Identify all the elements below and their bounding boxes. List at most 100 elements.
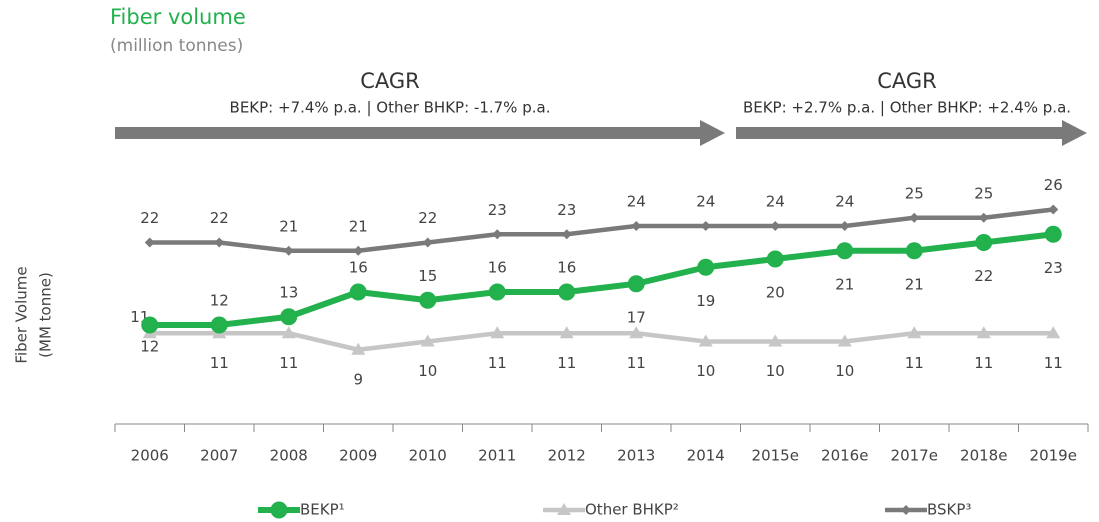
marker [975, 234, 993, 251]
marker [419, 291, 437, 309]
marker [768, 334, 783, 347]
marker [698, 334, 713, 347]
data-label: 21 [835, 275, 854, 293]
marker [700, 221, 711, 231]
cagr-title: CAGR [877, 69, 937, 93]
data-label: 11 [557, 354, 576, 372]
data-label: 17 [627, 308, 646, 326]
marker [770, 221, 781, 231]
data-label: 24 [696, 193, 715, 211]
x-tick-label: 2014 [687, 447, 725, 465]
marker [837, 334, 852, 347]
data-label: 15 [418, 267, 437, 285]
marker [1048, 204, 1059, 215]
data-label: 19 [696, 292, 715, 310]
data-label: 10 [835, 362, 854, 380]
marker [214, 237, 225, 248]
marker [353, 245, 364, 256]
marker [420, 334, 435, 347]
data-label: 20 [766, 284, 785, 302]
data-label: 11 [488, 354, 507, 372]
x-tick-label: 2019e [1030, 447, 1077, 465]
data-label: 22 [974, 267, 993, 285]
x-tick-label: 2013 [617, 447, 655, 465]
data-label: 22 [210, 209, 229, 227]
marker [766, 250, 784, 268]
cagr-text: BEKP: +7.4% p.a. | Other BHKP: -1.7% p.a… [230, 99, 551, 117]
data-label: 12 [210, 292, 229, 310]
cagr-text: BEKP: +2.7% p.a. | Other BHKP: +2.4% p.a… [743, 99, 1071, 117]
x-tick-label: 2007 [200, 447, 238, 465]
data-label: 13 [279, 283, 298, 301]
marker [281, 326, 296, 339]
data-label: 11 [627, 354, 646, 372]
data-label: 10 [766, 362, 785, 380]
legend-label: Other BHKP² [585, 501, 679, 519]
marker [1044, 225, 1062, 243]
x-tick-label: 2008 [270, 447, 308, 465]
marker [697, 258, 715, 276]
marker [283, 245, 294, 256]
y-axis-label: Fiber Volume (MM tonne) [13, 266, 55, 363]
data-label: 11 [1044, 354, 1063, 372]
marker [492, 229, 503, 240]
x-tick-label: 2018e [960, 447, 1007, 465]
y-axis-label-line: Fiber Volume [13, 266, 31, 363]
x-tick-label: 2010 [409, 447, 447, 465]
x-tick-label: 2012 [548, 447, 586, 465]
data-label: 21 [905, 275, 924, 293]
cagr-title: CAGR [360, 69, 420, 93]
marker [561, 229, 572, 240]
legend-label: BSKP³ [927, 501, 971, 519]
marker [488, 283, 506, 301]
data-label: 24 [766, 193, 785, 211]
x-tick-label: 2017e [891, 447, 938, 465]
data-label: 10 [418, 362, 437, 380]
marker [978, 212, 989, 223]
marker [907, 326, 922, 339]
data-label: 23 [488, 201, 507, 219]
x-tick-label: 2011 [478, 447, 516, 465]
data-label: 11 [279, 354, 298, 372]
x-tick-label: 2006 [131, 447, 169, 465]
marker [558, 283, 576, 301]
marker [627, 275, 645, 293]
x-tick-label: 2016e [821, 447, 868, 465]
data-label: 11 [974, 354, 993, 372]
data-label: 11 [905, 354, 924, 372]
marker [210, 316, 228, 334]
legend-label: BEKP¹ [300, 501, 345, 519]
data-label: 25 [905, 184, 924, 202]
y-axis-label-line: (MM tonne) [37, 272, 55, 358]
marker [351, 342, 366, 355]
data-label: 11 [210, 354, 229, 372]
data-label: 21 [279, 217, 298, 235]
marker [976, 326, 991, 339]
data-label: 16 [349, 259, 368, 277]
marker [631, 221, 642, 231]
chart-subtitle: (million tonnes) [110, 36, 243, 56]
series-line [149, 231, 1054, 328]
data-label: 22 [418, 209, 437, 227]
series-line [149, 331, 1054, 352]
data-label: 25 [974, 184, 993, 202]
data-label: 26 [1044, 176, 1063, 194]
data-label: 23 [1044, 259, 1063, 277]
x-tick-label: 2015e [752, 447, 799, 465]
marker [836, 242, 854, 260]
marker [422, 237, 433, 248]
data-label: 10 [696, 362, 715, 380]
marker [559, 326, 574, 339]
marker [905, 242, 923, 260]
period-arrow [115, 120, 725, 146]
chart-title: Fiber volume [110, 5, 246, 29]
marker [901, 505, 911, 515]
data-label: 22 [140, 209, 159, 227]
marker [280, 308, 298, 326]
marker [909, 212, 920, 223]
data-label: 21 [349, 217, 368, 235]
data-label: 23 [557, 201, 576, 219]
series-line [149, 207, 1054, 253]
data-label: 12 [140, 338, 159, 356]
